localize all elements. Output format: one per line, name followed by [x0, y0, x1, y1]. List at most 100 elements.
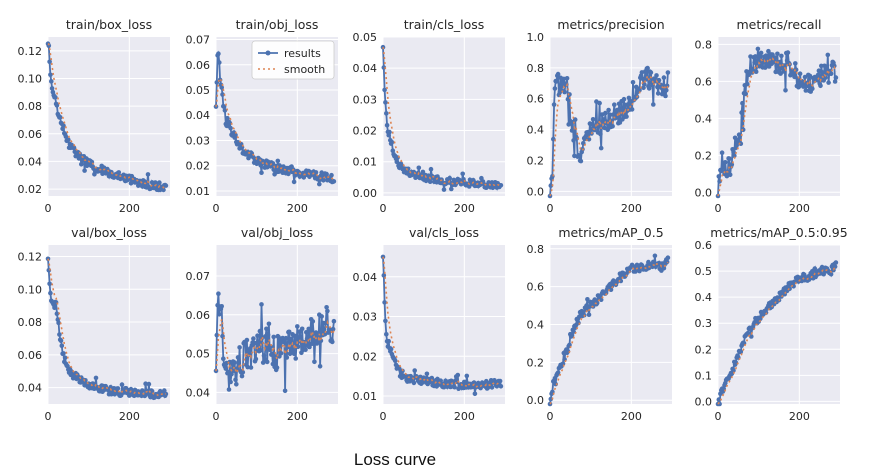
y-tick-label: 0.08 [18, 100, 43, 113]
panel-title: val/obj_loss [241, 225, 313, 240]
results-point [775, 51, 780, 57]
results-point [161, 187, 166, 193]
results-point [283, 335, 289, 341]
results-point [307, 344, 312, 350]
results-point [758, 316, 763, 322]
panel-title: metrics/mAP_0.5:0.95 [710, 225, 847, 240]
results-point [810, 86, 815, 91]
results-point [239, 373, 245, 379]
results-point [586, 312, 592, 318]
results-point [630, 80, 636, 85]
y-tick-label: 0.04 [186, 109, 211, 122]
results-point [319, 314, 325, 319]
y-tick-label: 0.02 [353, 350, 378, 363]
results-point [217, 312, 222, 317]
results-point [812, 266, 818, 271]
results-point [47, 281, 52, 287]
smooth-line [47, 43, 167, 189]
results-point [48, 290, 53, 296]
results-point [265, 332, 271, 338]
y-tick-label: 0.04 [353, 62, 378, 75]
results-point [727, 156, 732, 161]
results-point [47, 59, 52, 65]
x-tick-label: 0 [380, 410, 387, 423]
results-point [613, 115, 619, 120]
results-point [324, 305, 329, 310]
results-point [229, 371, 234, 377]
y-tick-label: 0.4 [695, 112, 713, 125]
panel-background [383, 37, 505, 196]
results-point [57, 115, 63, 120]
results-point [321, 178, 326, 183]
results-point [330, 326, 336, 332]
results-point [828, 271, 834, 277]
y-tick-label: 0.2 [527, 356, 545, 369]
panel-title: train/obj_loss [236, 17, 319, 32]
results-point [648, 70, 654, 75]
results-point [766, 48, 771, 54]
results-point [325, 308, 330, 314]
results-point [758, 50, 764, 56]
results-point [655, 91, 661, 96]
results-point [66, 137, 71, 143]
panel-background [48, 245, 170, 404]
y-tick-label: 0.01 [186, 185, 211, 198]
results-point [569, 128, 575, 133]
results-point [266, 321, 272, 327]
x-tick-label: 200 [454, 202, 475, 215]
results-point [411, 380, 417, 386]
results-point [555, 370, 561, 375]
results-point [753, 69, 759, 74]
x-tick-label: 200 [789, 410, 810, 423]
results-point [71, 145, 77, 151]
results-point [598, 131, 603, 137]
results-point [251, 336, 256, 341]
results-point [49, 86, 55, 91]
results-point [145, 172, 151, 177]
panel-title: metrics/precision [557, 17, 664, 32]
results-point [261, 353, 267, 358]
legend: results smooth [251, 40, 335, 80]
results-point [149, 388, 155, 394]
y-tick-label: 0.01 [353, 390, 378, 403]
x-tick-label: 200 [621, 410, 642, 423]
results-point [745, 81, 750, 87]
results-point [384, 122, 390, 128]
results-point [801, 272, 807, 278]
results-point [259, 302, 264, 307]
legend-results-marker [265, 50, 271, 56]
results-point [637, 88, 642, 93]
x-tick-label: 200 [621, 202, 642, 215]
y-tick-label: 0.05 [353, 31, 378, 44]
results-point [624, 114, 629, 119]
y-tick-label: 0.2 [695, 149, 713, 162]
results-point [389, 139, 395, 145]
results-point [382, 300, 387, 305]
results-point [663, 93, 668, 99]
results-point [214, 332, 220, 338]
results-point [823, 75, 828, 80]
smooth-line [382, 47, 501, 187]
x-tick-label: 0 [213, 202, 220, 215]
results-point [309, 341, 315, 347]
results-point [665, 70, 671, 75]
results-point [57, 332, 62, 337]
results-point [787, 286, 792, 292]
results-point [471, 380, 477, 385]
y-tick-label: 0.03 [353, 93, 378, 106]
results-point [610, 124, 615, 129]
results-point [387, 129, 392, 135]
results-point [460, 171, 466, 177]
results-point [497, 378, 503, 384]
results-point [330, 339, 335, 345]
results-point [54, 311, 60, 317]
results-point [833, 75, 839, 80]
results-point [743, 91, 748, 97]
results-point [384, 111, 389, 116]
x-tick-label: 200 [454, 410, 475, 423]
results-point [774, 63, 779, 69]
y-tick-label: 0.4 [527, 124, 545, 137]
y-tick-label: 0.6 [695, 75, 713, 88]
results-point [226, 387, 232, 392]
results-point [119, 382, 125, 387]
